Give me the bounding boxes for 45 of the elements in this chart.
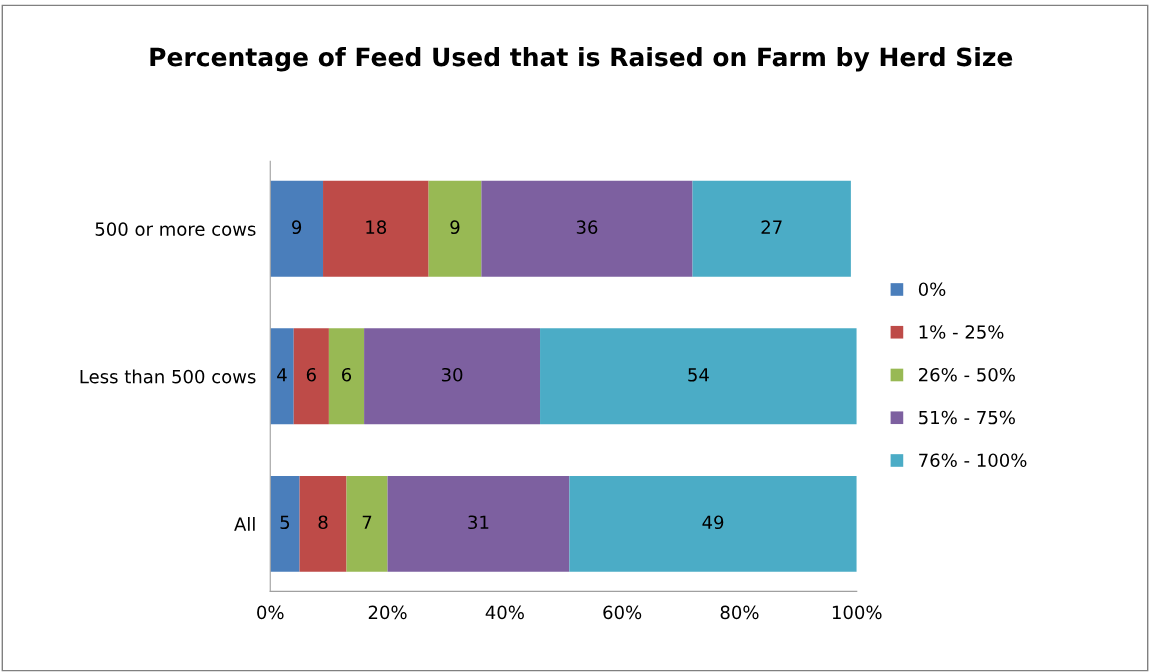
x-tick-label: 0% bbox=[257, 605, 284, 620]
bar bbox=[428, 180, 482, 277]
data-label: 5 bbox=[280, 515, 290, 530]
bar bbox=[270, 328, 294, 425]
x-tick-label: 60% bbox=[603, 605, 642, 620]
legend-label: 1% - 25% bbox=[919, 325, 1004, 339]
data-label: 54 bbox=[688, 368, 709, 382]
data-label: 6 bbox=[306, 367, 316, 382]
bar bbox=[540, 328, 857, 425]
data-label: 8 bbox=[318, 515, 328, 530]
bar bbox=[346, 475, 388, 572]
bar bbox=[569, 475, 857, 572]
data-label: 9 bbox=[450, 220, 460, 235]
chart-title: Percentage of Feed Used that is Raised on Farm by Herd Size bbox=[150, 47, 1013, 72]
data-label: 27 bbox=[761, 220, 782, 234]
bar bbox=[270, 475, 300, 572]
bar bbox=[364, 328, 541, 425]
data-label: 6 bbox=[342, 367, 352, 382]
legend-label: 26% - 50% bbox=[919, 367, 1015, 382]
bar bbox=[481, 180, 693, 277]
legend-label: 76% - 100% bbox=[919, 453, 1027, 468]
data-label: 4 bbox=[277, 368, 287, 382]
bar bbox=[293, 328, 329, 425]
x-tick-label: 80% bbox=[720, 605, 759, 620]
bar bbox=[299, 475, 347, 572]
bar bbox=[387, 475, 570, 572]
data-label: 36 bbox=[576, 220, 598, 235]
legend-label: 51% - 75% bbox=[919, 410, 1015, 425]
bar bbox=[323, 180, 429, 277]
legend-label: 0% bbox=[918, 282, 946, 297]
y-tick-label: Less than 500 cows bbox=[80, 369, 256, 384]
bar bbox=[692, 180, 851, 277]
data-label: 30 bbox=[441, 367, 463, 382]
data-label: 31 bbox=[468, 515, 489, 530]
y-tick-label: All bbox=[234, 517, 255, 531]
bar bbox=[328, 328, 365, 425]
x-tick-label: 20% bbox=[368, 605, 407, 620]
data-label: 9 bbox=[292, 220, 302, 235]
data-label: 18 bbox=[366, 220, 387, 235]
y-tick-label: 500 or more cows bbox=[95, 222, 256, 236]
x-tick-label: 40% bbox=[485, 605, 524, 620]
data-label: 7 bbox=[362, 515, 372, 529]
data-label: 49 bbox=[702, 515, 724, 530]
bar bbox=[270, 180, 324, 277]
x-tick-label: 100% bbox=[832, 605, 882, 620]
